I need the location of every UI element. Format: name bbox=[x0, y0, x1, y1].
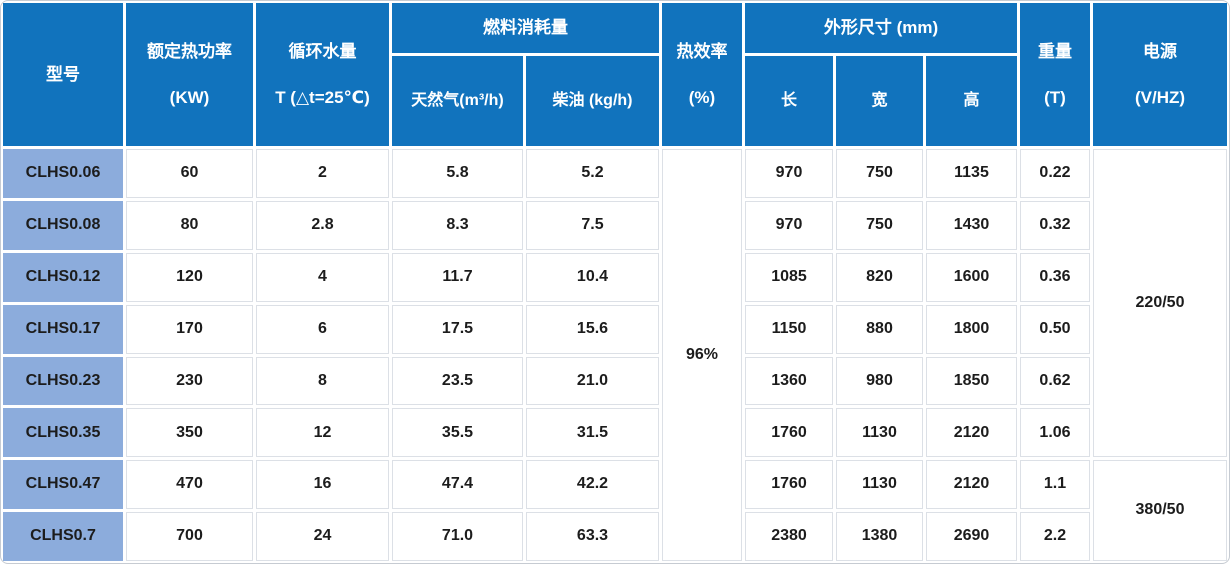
diesel-cell: 10.4 bbox=[526, 252, 659, 302]
water-cell: 4 bbox=[256, 252, 389, 302]
weight-cell: 0.22 bbox=[1020, 149, 1090, 198]
header-circulating-water-name: 循环水量 bbox=[288, 41, 357, 61]
gas-cell: 11.7 bbox=[392, 252, 523, 302]
header-height: 高 bbox=[926, 56, 1017, 146]
rated-power-cell: 120 bbox=[126, 252, 253, 302]
header-thermal-efficiency-unit: (%) bbox=[688, 87, 716, 107]
height-cell: 1430 bbox=[926, 200, 1017, 250]
power-supply-value-cell-220-50: 220/50 bbox=[1093, 149, 1227, 458]
diesel-cell: 63.3 bbox=[526, 512, 659, 561]
rated-power-cell: 350 bbox=[126, 408, 253, 458]
width-cell: 750 bbox=[836, 200, 923, 250]
rated-power-cell: 80 bbox=[126, 200, 253, 250]
length-cell: 1085 bbox=[745, 252, 833, 302]
header-circulating-water: 循环水量 T (△t=25℃) bbox=[256, 3, 389, 146]
water-cell: 6 bbox=[256, 304, 389, 354]
gas-cell: 5.8 bbox=[392, 149, 523, 198]
model-cell: CLHS0.47 bbox=[3, 460, 123, 510]
weight-cell: 0.50 bbox=[1020, 304, 1090, 354]
model-cell: CLHS0.7 bbox=[3, 512, 123, 561]
height-cell: 2120 bbox=[926, 408, 1017, 458]
length-cell: 970 bbox=[745, 200, 833, 250]
model-cell: CLHS0.08 bbox=[3, 200, 123, 250]
length-cell: 970 bbox=[745, 149, 833, 198]
width-cell: 880 bbox=[836, 304, 923, 354]
height-cell: 1850 bbox=[926, 356, 1017, 406]
weight-cell: 0.62 bbox=[1020, 356, 1090, 406]
width-cell: 750 bbox=[836, 149, 923, 198]
gas-cell: 71.0 bbox=[392, 512, 523, 561]
length-cell: 1360 bbox=[745, 356, 833, 406]
header-rated-power-unit: (KW) bbox=[169, 87, 210, 107]
header-thermal-efficiency-name: 热效率 bbox=[676, 41, 728, 61]
diesel-cell: 15.6 bbox=[526, 304, 659, 354]
header-rated-power-name: 额定热功率 bbox=[147, 41, 232, 61]
height-cell: 2120 bbox=[926, 460, 1017, 510]
water-cell: 24 bbox=[256, 512, 389, 561]
efficiency-value-cell: 96% bbox=[662, 149, 742, 561]
header-circulating-water-unit: T (△t=25℃) bbox=[275, 87, 370, 107]
water-cell: 2 bbox=[256, 149, 389, 198]
diesel-cell: 42.2 bbox=[526, 460, 659, 510]
diesel-cell: 5.2 bbox=[526, 149, 659, 198]
width-cell: 820 bbox=[836, 252, 923, 302]
water-cell: 8 bbox=[256, 356, 389, 406]
weight-cell: 0.36 bbox=[1020, 252, 1090, 302]
gas-cell: 23.5 bbox=[392, 356, 523, 406]
header-fuel-consumption-group: 燃料消耗量 bbox=[392, 3, 659, 53]
diesel-cell: 31.5 bbox=[526, 408, 659, 458]
width-cell: 1130 bbox=[836, 408, 923, 458]
header-weight-unit: (T) bbox=[1044, 87, 1066, 107]
gas-cell: 17.5 bbox=[392, 304, 523, 354]
height-cell: 2690 bbox=[926, 512, 1017, 561]
water-cell: 16 bbox=[256, 460, 389, 510]
rated-power-cell: 230 bbox=[126, 356, 253, 406]
header-width: 宽 bbox=[836, 56, 923, 146]
height-cell: 1800 bbox=[926, 304, 1017, 354]
header-natural-gas: 天然气(m³/h) bbox=[392, 56, 523, 146]
header-thermal-efficiency: 热效率 (%) bbox=[662, 3, 742, 146]
water-cell: 2.8 bbox=[256, 200, 389, 250]
header-rated-power: 额定热功率 (KW) bbox=[126, 3, 253, 146]
header-model: 型号 bbox=[3, 3, 123, 146]
gas-cell: 8.3 bbox=[392, 200, 523, 250]
height-cell: 1135 bbox=[926, 149, 1017, 198]
length-cell: 1760 bbox=[745, 408, 833, 458]
model-cell: CLHS0.17 bbox=[3, 304, 123, 354]
width-cell: 1130 bbox=[836, 460, 923, 510]
model-cell: CLHS0.12 bbox=[3, 252, 123, 302]
diesel-cell: 21.0 bbox=[526, 356, 659, 406]
model-cell: CLHS0.23 bbox=[3, 356, 123, 406]
width-cell: 1380 bbox=[836, 512, 923, 561]
header-weight: 重量 (T) bbox=[1020, 3, 1090, 146]
diesel-cell: 7.5 bbox=[526, 200, 659, 250]
gas-cell: 47.4 bbox=[392, 460, 523, 510]
rated-power-cell: 700 bbox=[126, 512, 253, 561]
height-cell: 1600 bbox=[926, 252, 1017, 302]
length-cell: 1150 bbox=[745, 304, 833, 354]
width-cell: 980 bbox=[836, 356, 923, 406]
weight-cell: 1.1 bbox=[1020, 460, 1090, 510]
length-cell: 2380 bbox=[745, 512, 833, 561]
header-length: 长 bbox=[745, 56, 833, 146]
gas-cell: 35.5 bbox=[392, 408, 523, 458]
weight-cell: 2.2 bbox=[1020, 512, 1090, 561]
weight-cell: 1.06 bbox=[1020, 408, 1090, 458]
model-cell: CLHS0.06 bbox=[3, 149, 123, 198]
header-power-supply-unit: (V/HZ) bbox=[1134, 87, 1186, 107]
water-cell: 12 bbox=[256, 408, 389, 458]
power-supply-value-cell-380-50: 380/50 bbox=[1093, 460, 1227, 561]
model-cell: CLHS0.35 bbox=[3, 408, 123, 458]
header-power-supply: 电源 (V/HZ) bbox=[1093, 3, 1227, 146]
weight-cell: 0.32 bbox=[1020, 200, 1090, 250]
header-weight-name: 重量 bbox=[1038, 41, 1072, 61]
header-dimensions-group: 外形尺寸 (mm) bbox=[745, 3, 1017, 53]
rated-power-cell: 170 bbox=[126, 304, 253, 354]
header-power-supply-name: 电源 bbox=[1143, 41, 1177, 61]
rated-power-cell: 60 bbox=[126, 149, 253, 198]
length-cell: 1760 bbox=[745, 460, 833, 510]
rated-power-cell: 470 bbox=[126, 460, 253, 510]
header-diesel: 柴油 (kg/h) bbox=[526, 56, 659, 146]
